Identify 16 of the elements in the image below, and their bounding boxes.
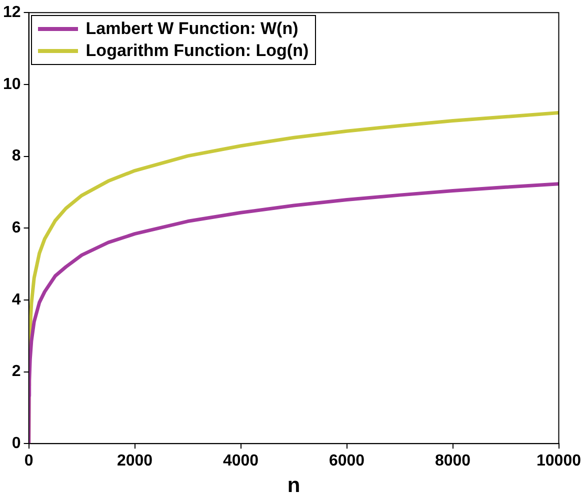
x-axis-title: n — [287, 474, 300, 498]
legend-label: Lambert W Function: W(n) — [86, 18, 298, 39]
x-tick-label: 6000 — [328, 452, 365, 470]
y-tick-label: 4 — [12, 291, 21, 308]
y-tick-label: 0 — [12, 435, 21, 452]
x-tick-label: 4000 — [222, 452, 259, 470]
y-tick-label: 8 — [12, 148, 21, 165]
x-tick-label: 8000 — [434, 452, 471, 470]
x-tick-label: 10000 — [536, 452, 582, 470]
y-tick-label: 12 — [3, 4, 21, 22]
y-tick-label: 10 — [3, 76, 21, 93]
x-tick-label: 0 — [24, 452, 34, 470]
y-tick-label: 6 — [12, 220, 21, 237]
legend-label: Logarithm Function: Log(n) — [86, 40, 309, 61]
x-tick-label: 2000 — [116, 452, 153, 470]
y-tick-label: 2 — [12, 363, 21, 380]
